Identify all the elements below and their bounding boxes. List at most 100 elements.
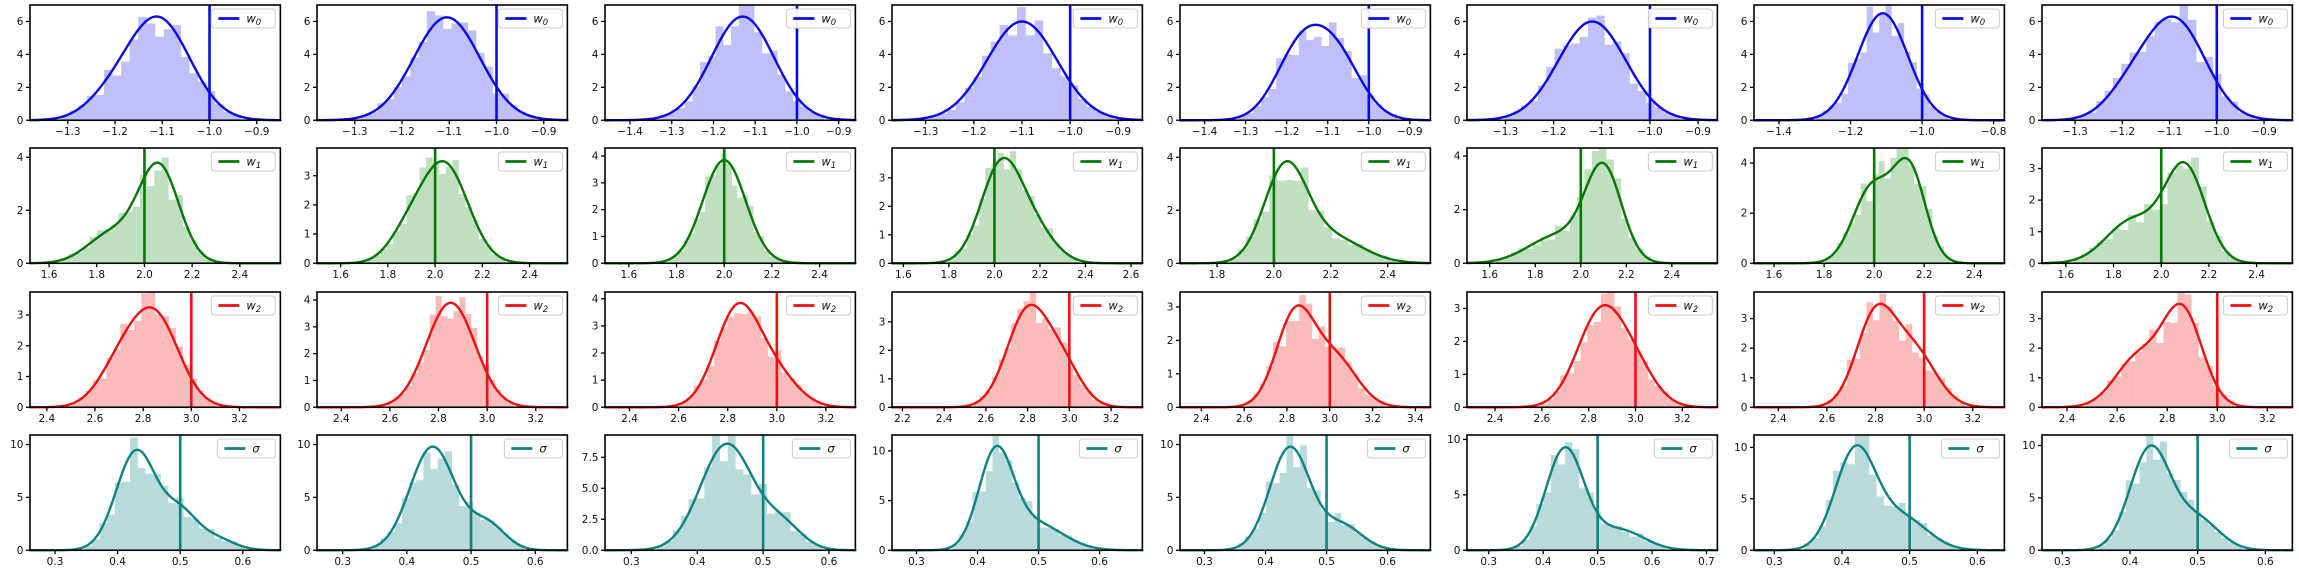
- histogram-bar: [1315, 210, 1324, 264]
- x-tick-label: 2.8: [1278, 413, 1295, 425]
- histogram-bar: [1085, 545, 1093, 550]
- x-tick-label: 1.6: [2057, 269, 2074, 281]
- histogram-bar: [1366, 94, 1374, 121]
- histogram-bar: [206, 528, 215, 550]
- histogram-bar: [2152, 459, 2160, 550]
- x-axis: 1.6 1.8 2.0 2.2 2.4: [333, 263, 539, 282]
- x-tick-label: 1.8: [1527, 269, 1544, 281]
- y-tick-label: 0: [1454, 115, 1461, 127]
- x-tick-label: −1.0: [2204, 126, 2229, 138]
- kde-curve: [1178, 160, 1432, 265]
- histogram-bar: [1040, 227, 1048, 264]
- x-tick-label: 0.4: [1257, 556, 1274, 568]
- x-tick-label: 2.4: [333, 413, 350, 425]
- histogram-bar: [75, 252, 83, 264]
- histogram-bar: [1522, 539, 1530, 550]
- legend: w1: [1935, 151, 2001, 172]
- histogram-bar: [388, 401, 395, 407]
- histogram-bar: [960, 248, 967, 264]
- x-tick-label: 0.5: [755, 556, 772, 568]
- x-tick-label: 2.6: [1123, 269, 1140, 281]
- histogram-bar: [509, 540, 517, 550]
- subplot-w2-run3: 2.4 2.6 2.8 3.0 3.2 0 1 2 3 4 w2: [575, 287, 862, 430]
- subplot-w2-run7: 2.4 2.6 2.8 3.0 3.2 0 1 2 3 w2: [1724, 287, 2011, 430]
- y-tick-label: 5: [2028, 492, 2035, 504]
- histogram-bar: [733, 312, 741, 407]
- histogram-bar: [2104, 90, 2113, 121]
- histogram-bar: [2104, 538, 2112, 550]
- x-tick-label: 0.6: [820, 556, 837, 568]
- histogram-bar: [727, 316, 734, 407]
- histogram-bar: [1378, 255, 1387, 264]
- histogram-bar: [2092, 397, 2100, 407]
- histogram-bar: [1938, 377, 1946, 407]
- y-tick-label: 0: [17, 545, 24, 557]
- histogram-bar: [1562, 230, 1570, 264]
- histogram-bar: [413, 193, 420, 264]
- histogram-bar: [1373, 104, 1382, 121]
- x-tick-label: 0.3: [335, 556, 352, 568]
- subplot-canvas: 2.4 2.6 2.8 3.0 3.2 3.4 0 1 2 3 w2: [1166, 290, 1432, 425]
- legend-box: [1360, 8, 1426, 29]
- y-tick-label: 3: [592, 178, 599, 190]
- histogram-bar: [460, 22, 469, 121]
- histogram-bar: [1039, 527, 1046, 550]
- x-tick-label: −1.3: [913, 126, 938, 138]
- histogram-bar: [1306, 487, 1314, 550]
- histogram-bar: [1005, 460, 1013, 550]
- histogram-bars: [1246, 294, 1384, 407]
- histogram-bar: [1022, 190, 1029, 264]
- x-tick-label: 2.0: [716, 269, 733, 281]
- histogram-bar: [683, 240, 689, 264]
- x-tick-label: 2.6: [978, 413, 995, 425]
- histogram-bar: [1620, 327, 1628, 407]
- y-tick-label: 0: [2028, 258, 2035, 270]
- y-tick-label: 0: [1166, 115, 1173, 127]
- x-tick-label: −1.1: [150, 126, 175, 138]
- histogram-bar: [1347, 244, 1356, 264]
- legend-box: [498, 8, 564, 29]
- kde-curve: [603, 15, 857, 122]
- histogram-bar: [1073, 374, 1080, 407]
- histogram-bar: [2148, 329, 2156, 407]
- y-tick-label: 0: [1454, 545, 1461, 557]
- legend-label: σ: [2264, 441, 2272, 455]
- x-tick-label: 0.6: [1091, 556, 1108, 568]
- histogram-bar: [471, 327, 478, 407]
- legend: w0: [498, 8, 564, 29]
- y-tick-label: 2: [1741, 82, 1748, 94]
- histogram-bar: [176, 346, 184, 407]
- histogram-bar: [1512, 111, 1522, 121]
- histogram-bar: [973, 225, 980, 264]
- histogram-bar: [1566, 372, 1574, 407]
- histogram-bar: [1029, 292, 1037, 407]
- histogram-bar: [146, 23, 156, 121]
- histogram-bar: [801, 393, 809, 407]
- x-axis: 2.4 2.6 2.8 3.0 3.2: [1487, 406, 1690, 425]
- histogram-bar: [726, 164, 732, 264]
- histogram-bar: [2214, 235, 2223, 264]
- y-tick-label: 4: [879, 49, 886, 61]
- histogram-bar: [1840, 461, 1848, 550]
- x-axis: 0.3 0.4 0.5 0.6: [335, 550, 544, 568]
- histogram-bar: [1017, 308, 1024, 407]
- histogram-bar: [1299, 445, 1307, 550]
- subplot-w1-run4: 1.6 1.8 2.0 2.2 2.4 2.6 0 1 2 3 w1: [862, 143, 1149, 286]
- histogram-bar: [199, 528, 207, 550]
- histogram-bar: [699, 212, 705, 264]
- histogram-bar: [1354, 533, 1362, 550]
- y-tick-label: 0: [1454, 258, 1461, 270]
- histogram-bar: [1599, 148, 1607, 264]
- y-tick-label: 5: [1454, 489, 1461, 501]
- histogram-bar: [2088, 248, 2097, 264]
- histogram-bar: [1942, 541, 1950, 550]
- histogram-bar: [713, 339, 721, 407]
- histogram-bar: [406, 384, 413, 407]
- histogram-bar: [1637, 91, 1647, 121]
- histogram-bar: [516, 544, 524, 550]
- y-tick-label: 3: [1166, 301, 1173, 313]
- x-tick-label: 2.4: [522, 269, 539, 281]
- x-tick-label: 0.6: [1969, 556, 1986, 568]
- histogram-bar: [2191, 322, 2199, 407]
- histogram-bar: [1292, 466, 1300, 550]
